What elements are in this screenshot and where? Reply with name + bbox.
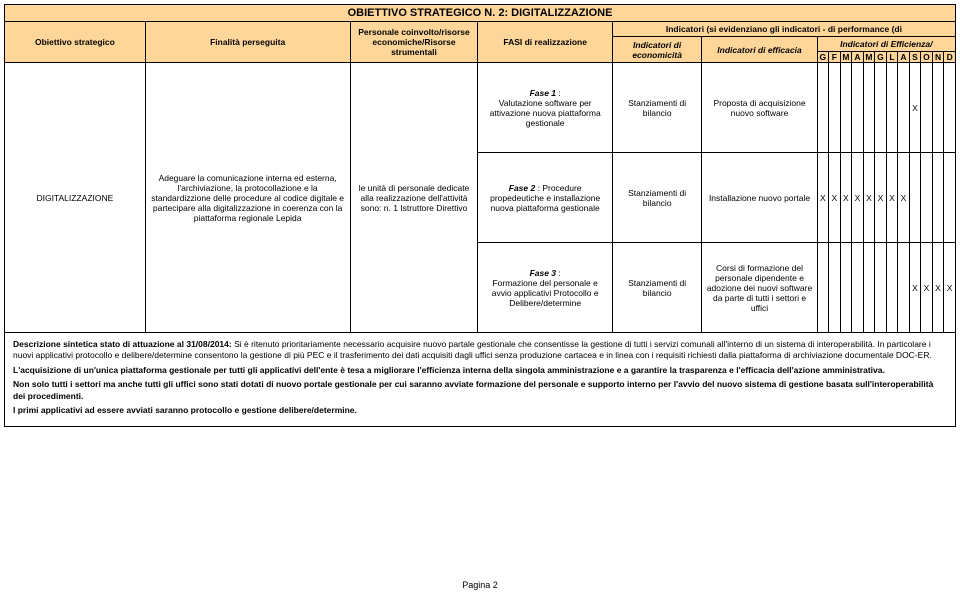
col-header-indicatori-top: Indicatori (si evidenziano gli indicator… [612,22,955,37]
month-a1: A [852,52,864,63]
month-s: S [909,52,921,63]
cell-econ-3: Stanziamenti di bilancio [612,243,702,333]
mark-cell: X [944,243,956,333]
cell-effic-2: Installazione nuovo portale [702,153,817,243]
fase-text: Valutazione software per attivazione nuo… [490,98,601,128]
cell-personale: le unità di personale dedicate alla real… [350,63,478,333]
fase-label: Fase 1 [530,88,556,98]
mark-cell: X [829,153,841,243]
mark-cell: X [875,153,887,243]
month-l: L [886,52,898,63]
col-header-fasi: FASI di realizzazione [478,22,612,63]
mark-cell [932,63,944,153]
description-block: Descrizione sintetica stato di attuazion… [4,333,956,427]
mark-cell: X [932,243,944,333]
month-m1: M [840,52,852,63]
mark-cell [875,243,887,333]
mark-cell [898,63,910,153]
description-p3: Non solo tutti i settori ma anche tutti … [13,379,947,402]
col-header-personale: Personale coinvolto/risorse economiche/R… [350,22,478,63]
col-header-efficienza: Indicatori di Efficienza/ [817,37,955,52]
mark-cell: X [852,153,864,243]
mark-cell: X [909,243,921,333]
mark-cell [829,243,841,333]
mark-cell [817,243,829,333]
mark-cell [863,63,875,153]
description-p2: L'acquisizione di un'unica piattaforma g… [13,365,947,376]
mark-cell [852,243,864,333]
mark-cell [840,243,852,333]
mark-cell [898,243,910,333]
month-g: G [817,52,829,63]
cell-effic-3: Corsi di formazione del personale dipend… [702,243,817,333]
mark-cell: X [840,153,852,243]
cell-finalita: Adeguare la comunicazione interna ed est… [145,63,350,333]
cell-econ-2: Stanziamenti di bilancio [612,153,702,243]
cell-econ-1: Stanziamenti di bilancio [612,63,702,153]
col-header-efficacia: Indicatori di efficacia [702,37,817,63]
month-n: N [932,52,944,63]
month-f: F [829,52,841,63]
desc-bold-lead: Descrizione sintetica stato di attuazion… [13,339,232,349]
page-number: Pagina 2 [0,580,960,590]
month-o: O [921,52,933,63]
mark-cell [852,63,864,153]
mark-cell: X [921,243,933,333]
mark-cell [863,243,875,333]
mark-cell [829,63,841,153]
strategic-objective-title: OBIETTIVO STRATEGICO N. 2: DIGITALIZZAZI… [4,4,956,21]
month-g2: G [875,52,887,63]
mark-cell [909,153,921,243]
mark-cell [921,153,933,243]
mark-cell [886,63,898,153]
description-p4: I primi applicativi ad essere avviati sa… [13,405,947,416]
cell-fase3: Fase 3 : Formazione del personale e avvi… [478,243,612,333]
cell-effic-1: Proposta di acquisizione nuovo software [702,63,817,153]
mark-cell: X [898,153,910,243]
mark-cell: X [886,153,898,243]
month-d: D [944,52,956,63]
col-header-finalita: Finalità perseguita [145,22,350,63]
mark-cell: X [817,153,829,243]
mark-cell [944,63,956,153]
table-row: DIGITALIZZAZIONE Adeguare la comunicazio… [5,63,956,153]
mark-cell [932,153,944,243]
mark-cell: X [909,63,921,153]
mark-cell [921,63,933,153]
description-p1: Descrizione sintetica stato di attuazion… [13,339,947,362]
col-header-economicita: Indicatori di economicità [612,37,702,63]
col-header-obiettivo: Obiettivo strategico [5,22,146,63]
cell-obiettivo: DIGITALIZZAZIONE [5,63,146,333]
objectives-table: Obiettivo strategico Finalità perseguita… [4,21,956,333]
fase-label: Fase 3 [530,268,556,278]
fase-label: Fase 2 [509,183,535,193]
mark-cell [817,63,829,153]
month-m2: M [863,52,875,63]
cell-fase1: Fase 1 : Valutazione software per attiva… [478,63,612,153]
cell-fase2: Fase 2 : Procedure propedeutiche e insta… [478,153,612,243]
mark-cell [840,63,852,153]
mark-cell [886,243,898,333]
month-a2: A [898,52,910,63]
mark-cell [875,63,887,153]
mark-cell: X [863,153,875,243]
mark-cell [944,153,956,243]
